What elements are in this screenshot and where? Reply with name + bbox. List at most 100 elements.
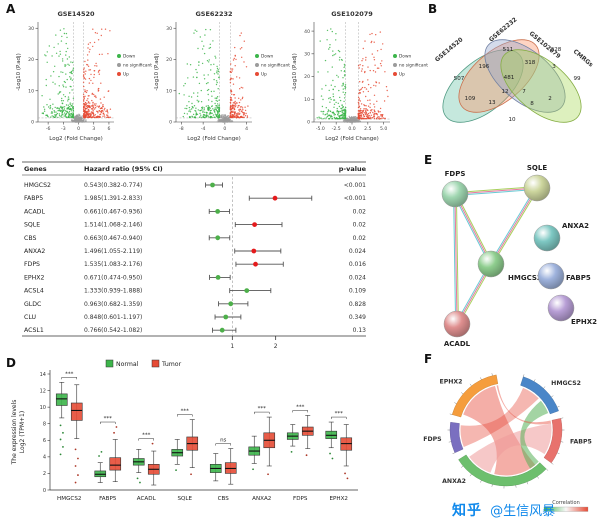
chord-legend-gradient [543,506,589,512]
x-tick-label: -8 [179,126,184,132]
network-node-SQLE: SQLE [523,164,551,202]
watermark: 知乎 @生信风暴 [452,500,555,520]
forest-row-FDPS: FDPS 1.535(1.083-2.176) 0.016 [24,261,366,268]
box-y-label-2: Log2 (TPM+1) [19,411,26,453]
y-axis-label: -Log10 (P.adj) [292,53,298,90]
legend-swatch-ns [117,63,121,67]
venn-ellipse-GSE14520 [442,49,524,123]
box-x-label-ACADL: ACADL [137,496,157,502]
forest-ci-text: 0.663(0.467-0.940) [84,235,142,242]
panel-label-d: D [6,356,16,370]
box-significance: *** [296,404,305,410]
box-x-label-CBS: CBS [218,496,230,502]
legend-label-up: Up [123,72,129,78]
forest-ci-text: 1.496(1.055-2.119) [84,248,142,255]
network-node-FABP5: FABP5 [537,262,591,290]
venn-count-B: 511 [503,47,514,53]
chord-label-EPHX2: EPHX2 [439,379,462,386]
box-group-ANXA2: *** [248,406,276,476]
forest-ci-text: 0.766(0.542-1.082) [84,327,142,334]
x-axis-label: Log2 (Fold Change) [187,136,241,142]
chord-diagram: HMGCS2 FABP5 ANXA2 FDPS EPHX2 Correlation [423,373,592,512]
x-tick-label: 0.0 [348,126,355,132]
box-group-FDPS: *** [286,404,314,457]
forest-point [252,222,258,227]
y-tick-label: 20 [304,74,310,80]
venn-count-AB: 196 [479,64,490,70]
legend-label-down: Down [399,54,411,60]
volcano-title: GSE102079 [331,10,373,18]
forest-ci-text: 0.848(0.601-1.197) [84,314,142,321]
network-label-FABP5: FABP5 [566,274,591,282]
network-node-FDPS: FDPS [441,170,469,208]
forest-point [215,209,221,214]
forest-pvalue: <0.001 [344,182,366,189]
legend-swatch-down [255,54,259,58]
panel-label-c: C [6,156,15,170]
box-y-tick: 4 [43,455,46,461]
x-tick-label: 3 [92,126,95,132]
box-group-FABP5: *** [94,416,122,483]
forest-header-hr: Hazard ratio (95% CI) [84,165,163,173]
volcano-plot-gse102079: GSE102079 -5.0 -2.5 0.0 2.5 5.0 0 10 20 30 40 Log2 … [292,10,428,142]
network-node-ACADL: ACADL [443,310,471,348]
volcano-title: GSE62232 [195,10,232,18]
watermark-handle: @生信风暴 [490,504,556,519]
box-significance: *** [65,371,74,377]
legend-label-up: Up [399,72,405,78]
forest-row-ANXA2: ANXA2 1.496(1.055-2.119) 0.024 [24,248,366,255]
venn-ellipse-CMRGs [500,49,582,123]
venn-ellipse-GSE102079 [484,39,566,113]
forest-gene: FABP5 [24,195,43,202]
forest-gene: ACSL1 [24,327,44,334]
legend-label-up: Up [261,72,267,78]
forest-gene: SQLE [24,222,40,229]
network-label-SQLE: SQLE [527,164,547,172]
forest-ci-text: 1.333(0.939-1.888) [84,288,142,295]
network-label-ACADL: ACADL [444,340,471,348]
forest-ci-text: 1.535(1.083-2.176) [84,261,142,268]
box-group-SQLE: *** [171,409,199,476]
y-tick-label: 10 [304,97,310,103]
network-label-EPHX2: EPHX2 [571,318,597,326]
box-legend-label-normal: Normal [116,361,139,368]
forest-pvalue: 0.024 [349,248,366,255]
forest-pvalue: 0.02 [353,222,367,229]
chord-label-FDPS: FDPS [423,436,441,443]
box-x-label-SQLE: SQLE [177,496,192,502]
forest-pvalue: 0.02 [353,208,367,215]
forest-pvalue: 0.02 [353,235,367,242]
y-tick-label: 0 [169,120,172,126]
forest-header-genes: Genes [24,165,47,173]
box-x-label-ANXA2: ANXA2 [252,496,271,502]
venn-count-ABC: 481 [504,75,515,81]
x-tick-label: -5.0 [316,126,325,132]
box-y-tick: 12 [40,388,46,394]
forest-point [272,195,278,201]
legend-swatch-up [117,72,121,76]
legend-swatch-down [393,54,397,58]
venn-count-C: 228 [551,47,562,53]
chord-segment-FDPS [449,421,464,454]
network-node-EPHX2: EPHX2 [547,294,597,326]
box-group-EPHX2: *** [325,411,353,480]
forest-point [228,301,234,307]
box-significance: *** [104,416,113,422]
forest-gene: GLDC [24,301,41,308]
forest-row-SQLE: SQLE 1.514(1.068-2.146) 0.02 [24,222,366,229]
forest-row-CBS: CBS 0.663(0.467-0.940) 0.02 [24,235,366,242]
box-x-label-FDPS: FDPS [293,496,308,502]
x-tick-label: -2.5 [332,126,341,132]
box-group-CBS: ns [209,438,237,485]
box-y-tick: 6 [43,438,46,444]
box-significance: *** [181,409,190,415]
forest-point [215,275,221,280]
network-label-ANXA2: ANXA2 [562,222,589,230]
forest-ci-text: 1.985(1.391-2.833) [84,195,142,202]
forest-point [219,327,225,333]
forest-gene: ACADL [24,208,45,215]
chord-segment-FABP5 [543,418,563,464]
forest-point [210,182,215,188]
x-axis-label: Log2 (Fold Change) [49,136,103,142]
forest-ci-text: 1.514(1.068-2.146) [84,222,142,229]
